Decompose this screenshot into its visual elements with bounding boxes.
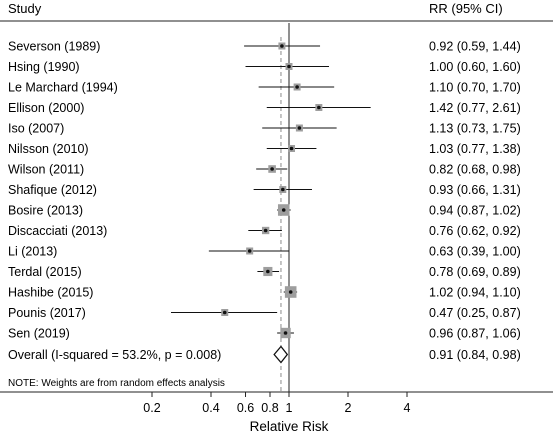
x-tick-label: 0.6 bbox=[237, 401, 254, 415]
study-label: Sen (2019) bbox=[8, 327, 70, 341]
x-tick-label: 0.8 bbox=[261, 401, 278, 415]
overall-row: Overall (I-squared = 53.2%, p = 0.008) 0.… bbox=[8, 345, 521, 364]
x-tick-label: 4 bbox=[404, 401, 411, 415]
point-estimate bbox=[247, 249, 252, 253]
ci-text: 1.13 (0.73, 1.75) bbox=[429, 122, 521, 136]
x-tick-label: 0.4 bbox=[202, 401, 219, 415]
point-estimate bbox=[297, 126, 302, 130]
study-label: Le Marchard (1994) bbox=[8, 81, 118, 95]
study-row: Le Marchard (1994) 1.10 (0.70, 1.70) bbox=[8, 81, 521, 95]
point-estimate bbox=[283, 331, 288, 335]
study-row: Shafique (2012) 0.93 (0.66, 1.31) bbox=[8, 183, 521, 197]
study-label: Wilson (2011) bbox=[8, 163, 84, 177]
ci-text: 0.93 (0.66, 1.31) bbox=[429, 183, 521, 197]
point-estimate bbox=[280, 44, 284, 48]
point-estimate bbox=[288, 290, 293, 294]
point-estimate bbox=[263, 228, 268, 233]
point-estimate bbox=[287, 64, 291, 69]
study-label: Iso (2007) bbox=[8, 122, 64, 136]
header-rr-ci: RR (95% CI) bbox=[429, 1, 503, 16]
study-label: Pounis (2017) bbox=[8, 306, 86, 320]
ci-text: 0.47 (0.25, 0.87) bbox=[429, 306, 521, 320]
study-row: Bosire (2013) 0.94 (0.87, 1.02) bbox=[8, 204, 521, 218]
point-estimate bbox=[266, 269, 270, 274]
overall-label: Overall (I-squared = 53.2%, p = 0.008) bbox=[8, 348, 221, 362]
study-row: Sen (2019) 0.96 (0.87, 1.06) bbox=[8, 327, 521, 341]
study-row: Terdal (2015) 0.78 (0.69, 0.89) bbox=[8, 265, 521, 279]
ci-text: 1.10 (0.70, 1.70) bbox=[429, 81, 521, 95]
ci-text: 0.96 (0.87, 1.06) bbox=[429, 327, 521, 341]
point-estimate bbox=[270, 167, 274, 171]
ci-text: 0.82 (0.68, 0.98) bbox=[429, 163, 521, 177]
ci-text: 1.03 (0.77, 1.38) bbox=[429, 142, 521, 156]
point-estimate bbox=[295, 85, 299, 89]
ci-text: 0.78 (0.69, 0.89) bbox=[429, 265, 521, 279]
ci-text: 0.92 (0.59, 1.44) bbox=[429, 40, 521, 54]
study-label: Discacciati (2013) bbox=[8, 224, 107, 238]
ci-text: 1.42 (0.77, 2.61) bbox=[429, 101, 521, 115]
study-row: Ellison (2000) 1.42 (0.77, 2.61) bbox=[8, 101, 521, 115]
study-label: Ellison (2000) bbox=[8, 101, 84, 115]
study-label: Li (2013) bbox=[8, 245, 57, 259]
study-row: Li (2013) 0.63 (0.39, 1.00) bbox=[8, 245, 521, 259]
point-estimate bbox=[317, 105, 321, 110]
point-estimate bbox=[281, 187, 285, 192]
study-row: Nilsson (2010) 1.03 (0.77, 1.38) bbox=[8, 142, 521, 156]
study-label: Hsing (1990) bbox=[8, 60, 80, 74]
x-tick-label: 1 bbox=[286, 401, 293, 415]
study-row: Wilson (2011) 0.82 (0.68, 0.98) bbox=[8, 163, 521, 177]
ci-text: 0.94 (0.87, 1.02) bbox=[429, 204, 521, 218]
x-tick-label: 2 bbox=[345, 401, 352, 415]
ci-text: 0.63 (0.39, 1.00) bbox=[429, 245, 521, 259]
ci-text: 1.00 (0.60, 1.60) bbox=[429, 60, 521, 74]
point-estimate bbox=[281, 208, 286, 212]
study-row: Severson (1989) 0.92 (0.59, 1.44) bbox=[8, 40, 521, 54]
overall-ci-text: 0.91 (0.84, 0.98) bbox=[429, 348, 521, 362]
weights-note: NOTE: Weights are from random effects an… bbox=[8, 378, 225, 389]
ci-text: 1.02 (0.94, 1.10) bbox=[429, 286, 521, 300]
study-label: Nilsson (2010) bbox=[8, 142, 89, 156]
study-row: Pounis (2017) 0.47 (0.25, 0.87) bbox=[8, 306, 521, 320]
study-row: Iso (2007) 1.13 (0.73, 1.75) bbox=[8, 122, 521, 136]
study-label: Severson (1989) bbox=[8, 40, 100, 54]
x-tick-label: 0.2 bbox=[143, 401, 160, 415]
overall-diamond bbox=[273, 345, 289, 364]
point-estimate bbox=[289, 146, 294, 151]
ci-text: 0.76 (0.62, 0.92) bbox=[429, 224, 521, 238]
x-axis-label: Relative Risk bbox=[250, 419, 329, 434]
study-row: Hashibe (2015) 1.02 (0.94, 1.10) bbox=[8, 286, 521, 300]
study-label: Terdal (2015) bbox=[8, 265, 82, 279]
header-study: Study bbox=[8, 1, 42, 16]
study-label: Hashibe (2015) bbox=[8, 286, 93, 300]
study-label: Shafique (2012) bbox=[8, 183, 97, 197]
study-label: Bosire (2013) bbox=[8, 204, 83, 218]
study-row: Discacciati (2013) 0.76 (0.62, 0.92) bbox=[8, 224, 521, 238]
point-estimate bbox=[222, 310, 227, 315]
study-row: Hsing (1990) 1.00 (0.60, 1.60) bbox=[8, 60, 521, 74]
